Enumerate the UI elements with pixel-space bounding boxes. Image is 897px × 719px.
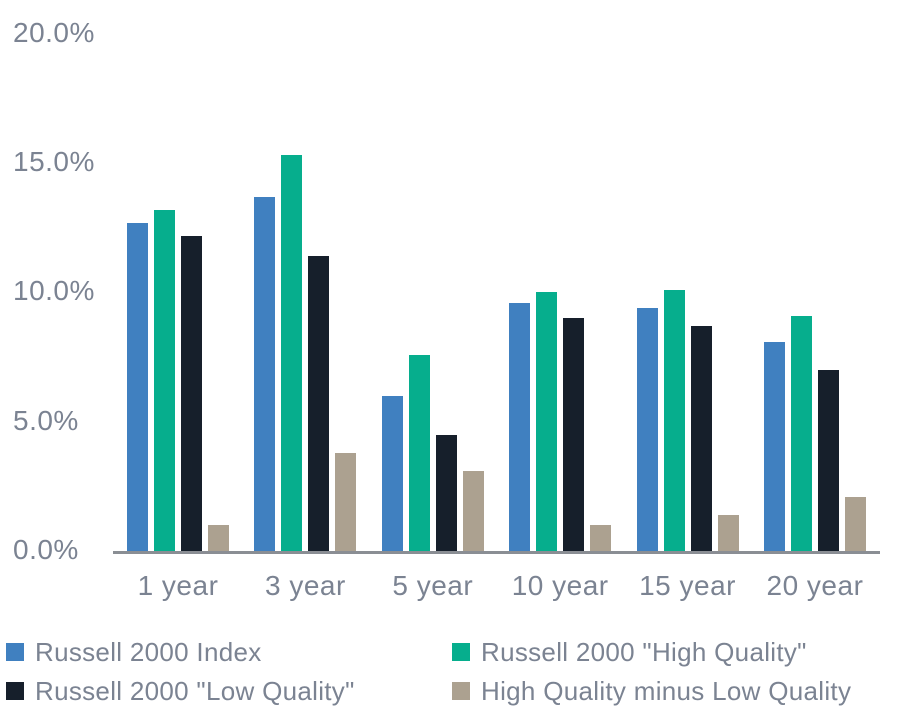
- legend-item: Russell 2000 "Low Quality": [6, 676, 452, 706]
- bar-group-15-year: [636, 290, 739, 551]
- legend-item: High Quality minus Low Quality: [452, 676, 851, 706]
- x-axis-line: [113, 551, 880, 554]
- bar: [435, 435, 457, 551]
- legend-item: Russell 2000 Index: [6, 637, 452, 667]
- plot-area: 1 year 3 year 5 year 10 year 15 year 20 year: [113, 34, 880, 602]
- bar-group-5-year: [381, 355, 484, 551]
- x-axis-labels: 1 year 3 year 5 year 10 year 15 year 20 year: [113, 570, 880, 602]
- bar: [254, 197, 276, 551]
- x-tick-label: 5 year: [392, 570, 474, 601]
- bar-group-1-year: [127, 210, 229, 551]
- bar-groups: [113, 34, 880, 551]
- bar-group-10-year: [509, 292, 612, 551]
- bar: [281, 155, 303, 551]
- bar: [590, 525, 612, 551]
- bar: [563, 318, 585, 551]
- legend-swatch: [452, 682, 470, 700]
- legend: Russell 2000 Index Russell 2000 "High Qua…: [6, 637, 851, 706]
- y-tick-label: 5.0%: [13, 405, 79, 436]
- x-tick-label: 10 year: [511, 570, 609, 601]
- bar: [408, 355, 430, 551]
- bar: [335, 453, 357, 551]
- bar: [636, 308, 658, 551]
- bar-group-3-year: [254, 155, 357, 551]
- bar-group-20-year: [763, 316, 866, 551]
- x-tick-label: 1 year: [137, 570, 219, 601]
- x-tick-label: 3 year: [264, 570, 346, 601]
- legend-item: Russell 2000 "High Quality": [452, 637, 851, 667]
- bar: [381, 396, 403, 551]
- bar: [763, 342, 785, 551]
- x-tick-label: 15 year: [639, 570, 737, 601]
- bar: [127, 223, 148, 551]
- bar: [308, 256, 330, 551]
- bar: [817, 370, 839, 551]
- bar: [208, 525, 229, 551]
- bar: [509, 303, 531, 551]
- bar: [536, 292, 558, 551]
- y-tick-label: 20.0%: [13, 17, 95, 48]
- legend-label: Russell 2000 "Low Quality": [35, 675, 355, 706]
- y-tick-label: 15.0%: [13, 146, 95, 177]
- bar: [790, 316, 812, 551]
- legend-label: High Quality minus Low Quality: [481, 675, 852, 706]
- legend-swatch: [6, 682, 24, 700]
- bar: [462, 471, 484, 551]
- bar: [181, 236, 202, 551]
- bar: [844, 497, 866, 551]
- y-tick-label: 10.0%: [13, 275, 95, 306]
- bar: [717, 515, 739, 551]
- y-tick-label: 0.0%: [13, 534, 79, 565]
- x-tick-label: 20 year: [766, 570, 864, 601]
- legend-swatch: [452, 643, 470, 661]
- bar: [690, 326, 712, 551]
- legend-label: Russell 2000 "High Quality": [481, 636, 807, 667]
- bar: [663, 290, 685, 551]
- legend-swatch: [6, 643, 24, 661]
- bar: [154, 210, 175, 551]
- legend-label: Russell 2000 Index: [35, 636, 262, 667]
